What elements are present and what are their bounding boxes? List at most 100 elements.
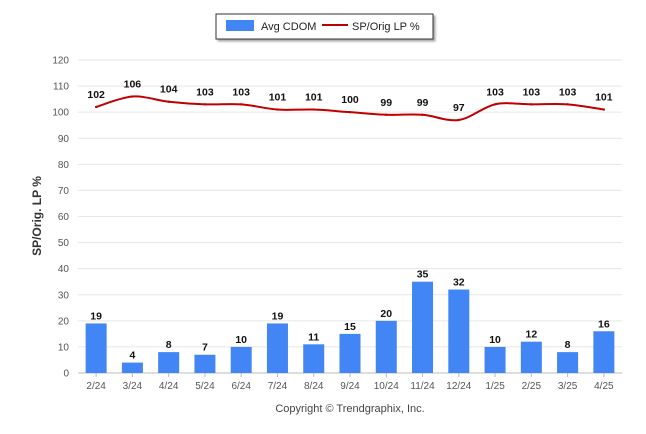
- bar-data-label: 10: [489, 334, 501, 346]
- x-tick-label: 3/25: [558, 381, 578, 392]
- bar: [85, 323, 107, 373]
- y-tick-label: 30: [58, 290, 70, 301]
- line-data-label: 106: [124, 79, 142, 91]
- line-data-label: 103: [196, 86, 214, 98]
- x-tick-label: 7/24: [268, 381, 288, 392]
- bar-series: 19 4 8 7 10 19 11 15 20 35 32 10 12 8 16: [85, 269, 615, 373]
- x-tick-label: 4/25: [594, 381, 614, 392]
- y-tick-label: 10: [58, 342, 70, 353]
- y-tick-label: 90: [58, 134, 70, 145]
- bar-data-label: 8: [166, 339, 172, 351]
- bar: [303, 344, 325, 373]
- y-axis: 0 10 20 30 40 50 60 70 80 90 100 110 120: [52, 56, 69, 380]
- line-data-label: 103: [232, 86, 250, 98]
- line-data-label: 99: [380, 97, 392, 109]
- x-tick-label: 8/24: [304, 381, 324, 392]
- y-tick-label: 70: [58, 186, 70, 197]
- line-point: [203, 103, 207, 106]
- bar: [448, 289, 470, 373]
- x-tick-label: 3/24: [123, 381, 143, 392]
- bar: [266, 323, 288, 373]
- x-tick-label: 9/24: [340, 381, 360, 392]
- bar-data-label: 20: [380, 308, 392, 320]
- bar-data-label: 35: [417, 269, 429, 281]
- line-data-label: 99: [417, 97, 429, 109]
- gridlines: [78, 59, 622, 374]
- bar-data-label: 8: [565, 339, 571, 351]
- x-tick-label: 2/24: [86, 381, 106, 392]
- line-data-label: 101: [269, 92, 287, 104]
- y-tick-label: 20: [58, 316, 70, 327]
- line-data-label: 104: [160, 84, 178, 96]
- y-tick-label: 110: [53, 82, 69, 93]
- line-data-label: 103: [523, 86, 541, 98]
- bar-data-label: 11: [308, 331, 319, 343]
- legend-bar-label: Avg CDOM: [261, 21, 316, 33]
- bar-data-label: 16: [598, 318, 610, 330]
- line-point: [240, 103, 243, 106]
- x-tick-label: 1/25: [485, 381, 505, 392]
- bar: [375, 320, 397, 373]
- legend-bar-swatch: [226, 20, 254, 31]
- y-tick-label: 120: [52, 56, 69, 67]
- bar: [593, 331, 615, 373]
- line-data-label: 101: [305, 92, 323, 104]
- bar: [412, 281, 434, 373]
- bar-data-label: 10: [235, 334, 247, 346]
- bar-data-label: 7: [202, 342, 208, 354]
- y-tick-label: 80: [58, 160, 70, 171]
- copyright-credit: Copyright © Trendgraphix, Inc.: [275, 403, 424, 415]
- bar: [194, 354, 216, 373]
- bar: [520, 341, 542, 373]
- y-axis-label: SP/Orig. LP %: [30, 176, 44, 256]
- y-tick-label: 0: [63, 369, 69, 380]
- line-point: [530, 103, 533, 106]
- line-data-label: 100: [341, 94, 359, 106]
- legend: Avg CDOM SP/Orig LP %: [215, 13, 434, 40]
- line-point: [167, 100, 170, 103]
- line-data-label: 103: [559, 86, 577, 98]
- x-tick-label: 6/24: [231, 381, 251, 392]
- bar: [339, 333, 361, 373]
- bar: [230, 346, 252, 373]
- bar-data-label: 19: [90, 310, 102, 322]
- bar-data-label: 32: [453, 277, 465, 289]
- line-point: [421, 113, 424, 116]
- bar: [158, 352, 180, 373]
- y-tick-label: 40: [58, 264, 70, 275]
- x-axis: 2/24 3/24 4/24 5/24 6/24 7/24 8/24 9/24 10/24 11/…: [86, 373, 614, 392]
- line-point: [348, 110, 352, 114]
- line-point: [131, 95, 134, 98]
- bar: [484, 346, 506, 373]
- line-data-label: 101: [595, 92, 613, 104]
- y-tick-label: 50: [58, 238, 70, 249]
- line-point: [602, 108, 606, 111]
- line-series: 102 106 104 103 103 101 101 100 99 99 97 103 103 103 1…: [87, 79, 613, 122]
- line-point: [94, 105, 98, 109]
- x-tick-label: 10/24: [374, 381, 399, 392]
- bar: [121, 362, 143, 373]
- x-tick-label: 5/24: [195, 381, 215, 392]
- line-data-label: 102: [87, 89, 105, 101]
- x-tick-label: 11/24: [410, 381, 435, 392]
- line-point: [276, 108, 279, 111]
- bar: [557, 352, 579, 373]
- bar-data-label: 4: [129, 350, 135, 362]
- x-tick-label: 12/24: [446, 381, 471, 392]
- bar-data-label: 12: [525, 329, 537, 341]
- legend-line-label: SP/Orig LP %: [352, 21, 420, 33]
- x-tick-label: 2/25: [522, 381, 542, 392]
- bar-data-label: 15: [344, 321, 356, 333]
- line-point: [493, 103, 497, 106]
- y-tick-label: 100: [52, 108, 69, 119]
- line-data-label: 97: [453, 102, 465, 114]
- line-data-label: 103: [486, 86, 504, 98]
- line-point: [457, 118, 460, 122]
- x-tick-label: 4/24: [159, 381, 179, 392]
- bar-data-label: 19: [272, 310, 284, 322]
- y-tick-label: 60: [58, 212, 70, 223]
- line-point: [312, 108, 315, 111]
- line-point: [566, 103, 569, 106]
- line-point: [385, 113, 388, 116]
